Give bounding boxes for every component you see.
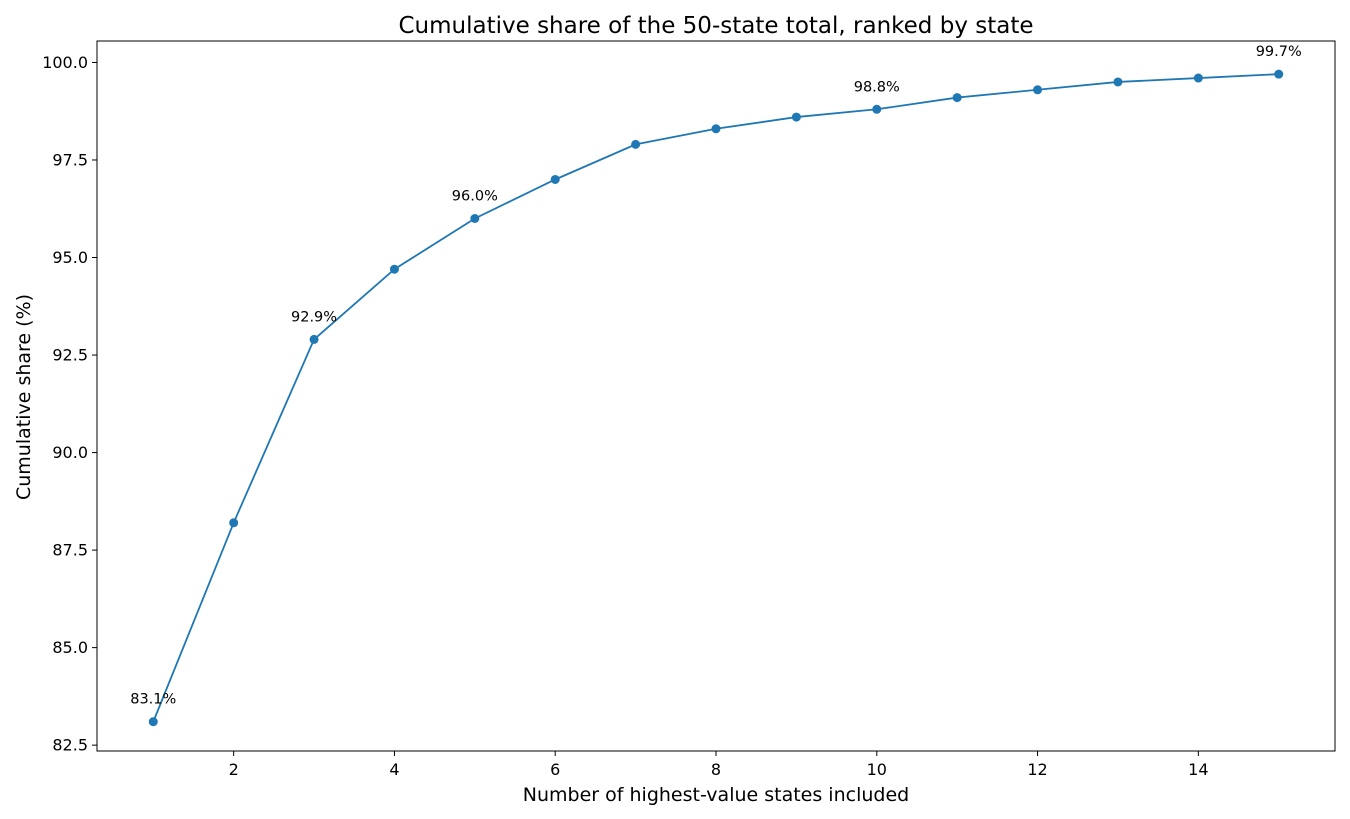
plot-area: 2 4 6 8 10 12 14 82.5 85.0 87.5 90.0 92.5 95.0 97.5 10… xyxy=(42,44,1302,779)
x-tick-label: 2 xyxy=(229,760,239,779)
chart-title: Cumulative share of the 50-state total, … xyxy=(398,13,1033,39)
plot-frame xyxy=(96,40,1336,752)
data-point xyxy=(309,334,319,344)
x-tick-label: 6 xyxy=(550,760,560,779)
data-point xyxy=(229,518,239,528)
data-point xyxy=(631,139,641,149)
data-label: 98.8% xyxy=(854,79,900,95)
x-tick-label: 8 xyxy=(711,760,721,779)
data-point xyxy=(550,174,560,184)
data-point xyxy=(1193,73,1203,83)
data-point xyxy=(389,264,399,274)
y-tick-label: 82.5 xyxy=(52,736,88,755)
x-tick-label: 10 xyxy=(867,760,887,779)
x-tick-label: 4 xyxy=(389,760,399,779)
data-point xyxy=(791,112,801,122)
data-label: 83.1% xyxy=(130,692,176,708)
series-line xyxy=(152,73,1279,723)
data-point xyxy=(1274,69,1284,79)
y-tick-label: 95.0 xyxy=(52,248,88,267)
data-point xyxy=(148,717,158,727)
data-point xyxy=(470,214,480,223)
data-label: 99.7% xyxy=(1256,44,1302,60)
y-axis-label: Cumulative share (%) xyxy=(13,294,35,500)
data-point xyxy=(1033,85,1043,95)
x-tick-label: 12 xyxy=(1027,760,1047,779)
y-tick-label: 90.0 xyxy=(52,443,88,462)
data-point xyxy=(711,124,721,134)
data-point xyxy=(872,104,882,114)
data-point xyxy=(952,93,962,103)
y-tick-label: 92.5 xyxy=(52,346,88,365)
data-point xyxy=(1113,77,1123,87)
y-tick-label: 87.5 xyxy=(52,541,88,560)
y-tick-label: 100.0 xyxy=(42,53,88,72)
y-tick-label: 97.5 xyxy=(52,150,88,169)
y-tick-label: 85.0 xyxy=(52,638,88,657)
data-label: 96.0% xyxy=(452,189,498,205)
x-tick-label: 14 xyxy=(1188,760,1208,779)
x-axis-label: Number of highest-value states included xyxy=(523,784,909,806)
data-label: 92.9% xyxy=(291,309,337,325)
